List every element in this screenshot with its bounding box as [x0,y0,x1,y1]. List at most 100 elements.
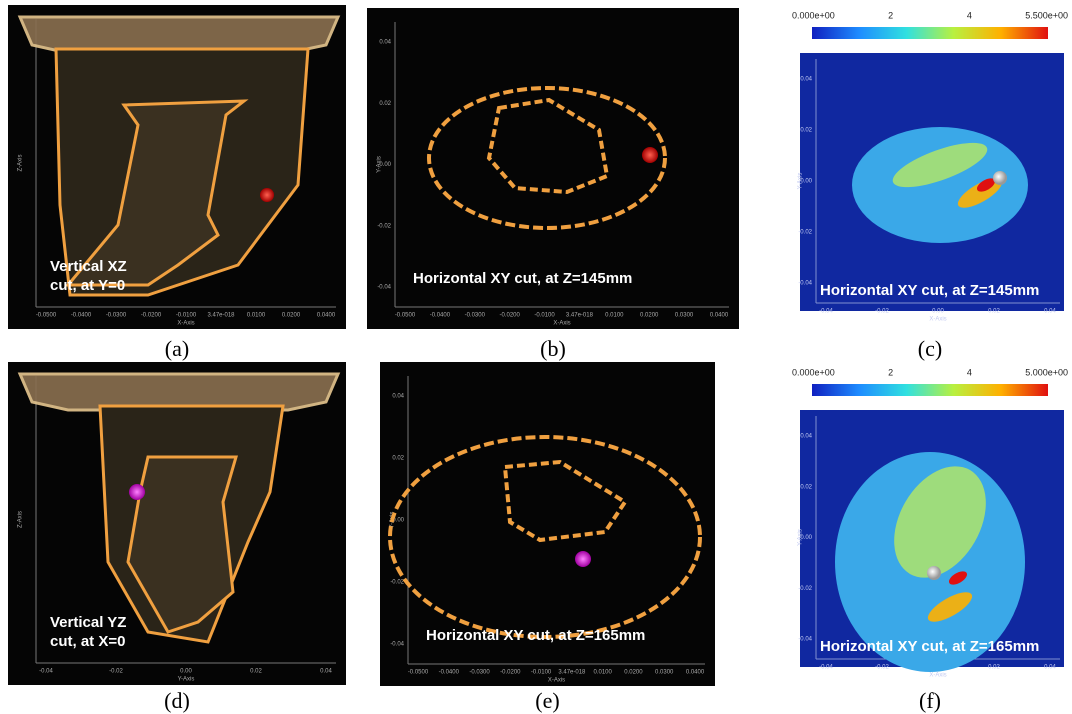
marker-sphere [993,171,1007,185]
x-tick-label: -0.0300 [465,313,486,319]
x-tick-label: 0.00 [180,669,192,675]
x-tick-label: -0.0300 [469,670,490,676]
overlay-label: Horizontal XY cut, at Z=145mm [820,282,1039,299]
panel-image: -0.0500 -0.0400 -0.0300 -0.0200 -0.0100 3.47e… [380,362,715,686]
y-tick-label: 0.04 [800,77,812,83]
y-tick-label: -0.04 [798,281,812,287]
x-tick-label: -0.0500 [395,313,416,319]
y-tick-label: 0.04 [800,434,812,440]
y-tick-label: 0.02 [800,484,812,490]
x-tick-label: -0.0100 [531,670,552,676]
x-tick-label: -0.04 [819,309,833,315]
colorbar-label: 2 [888,10,893,20]
caption: (a) [137,336,217,362]
x-tick-label: 3.47e-018 [566,313,594,319]
x-axis-title: X-Axis [177,321,194,327]
x-tick-label: 0.0300 [655,670,674,676]
y-tick-label: 0.04 [379,40,391,46]
y-tick-label: 0.02 [379,101,391,107]
x-tick-label: -0.0400 [430,313,451,319]
x-tick-label: -0.0100 [176,313,197,319]
x-tick-label: -0.0200 [500,670,521,676]
colorbar-label: 5.000e+00 [1025,367,1068,377]
y-tick-label: -0.04 [377,285,391,291]
y-tick-label: 0.02 [800,128,812,134]
x-tick-label: 0.02 [250,669,262,675]
colorbar-label: 0.000e+00 [792,10,835,20]
x-tick-label: -0.0100 [534,313,555,319]
y-axis-title: Y-Axis [377,156,383,173]
overlay-label: Horizontal XY cut, at Z=145mm [413,270,632,287]
panel-image: -0.0500 -0.0400 -0.0300 -0.0200 -0.0100 3.47e… [367,8,739,329]
y-tick-label: -0.04 [798,637,812,643]
x-tick-label: 0.0200 [282,313,301,319]
y-tick-label: -0.02 [798,586,812,592]
colorbar-label: 4 [967,367,972,377]
x-tick-label: 0.0200 [624,670,643,676]
overlay-label: cut, at Y=0 [50,277,125,294]
x-tick-label: 0.0400 [317,313,336,319]
x-tick-label: 0.0400 [710,313,729,319]
figure: -0.0500 -0.0400 -0.0300 -0.0200 -0.0100 3.47e… [0,0,1072,714]
caption: (b) [513,336,593,362]
x-tick-label: 3.47e-018 [207,313,235,319]
panel-image: -0.0500-0.0400-0.0300-0.0200-0.01003.47e… [8,5,346,329]
x-tick-label: -0.02 [875,309,889,315]
x-tick-label: -0.0400 [71,313,92,319]
x-tick-label: 0.04 [1044,309,1056,315]
x-axis-title: X-Axis [929,673,946,679]
x-tick-label: -0.0300 [106,313,127,319]
marker-sphere [575,551,591,567]
caption: (f) [890,688,970,714]
x-tick-label: 0.0100 [247,313,266,319]
caption: (c) [890,336,970,362]
x-tick-label: -0.0500 [36,313,57,319]
caption: (e) [508,688,588,714]
colorbar-label: 0.000e+00 [792,367,835,377]
x-tick-label: -0.0500 [408,670,429,676]
y-tick-label: -0.02 [377,223,391,229]
colorbar [812,27,1048,39]
x-tick-label: -0.04 [39,669,53,675]
colorbar-label: 5.500e+00 [1025,10,1068,20]
x-axis-title: X-Axis [553,321,570,327]
y-axis-title: Y-Axis [798,173,804,190]
overlay-label: Vertical YZ [50,614,126,631]
x-tick-label: 3.47e-018 [558,670,586,676]
x-tick-label: 0.0400 [686,670,705,676]
y-tick-label: 0.02 [392,456,404,462]
x-tick-label: 0.0100 [593,670,612,676]
y-axis-title: Z-Axis [18,155,24,172]
y-axis-title: Z-Axis [18,511,24,528]
y-tick-label: -0.02 [390,580,404,586]
heat-region [852,127,1028,243]
x-tick-label: 0.00 [932,309,944,315]
x-tick-label: 0.02 [988,665,1000,671]
y-tick-label: 0.04 [392,394,404,400]
panel-image: 0.000e+00245.000e+00-0.04-0.020.000.020.… [790,362,1070,685]
x-tick-label: -0.0400 [439,670,460,676]
overlay-label: Vertical XZ [50,258,127,275]
x-tick-label: 0.0200 [640,313,659,319]
overlay-label: Horizontal XY cut, at Z=165mm [820,638,1039,655]
x-axis-title: Y-Axis [178,677,195,683]
overlay-label: Horizontal XY cut, at Z=165mm [426,627,645,644]
marker-sphere [642,147,658,163]
x-tick-label: 0.0300 [675,313,694,319]
y-tick-label: -0.02 [798,230,812,236]
y-axis-title: Y-Axis [798,529,804,546]
x-axis-title: X-Axis [548,678,565,684]
x-tick-label: -0.02 [109,669,123,675]
marker-sphere [927,566,941,580]
colorbar [812,384,1048,396]
x-tick-label: -0.02 [875,665,889,671]
colorbar-label: 4 [967,10,972,20]
x-axis-title: X-Axis [929,317,946,323]
y-tick-label: -0.04 [390,642,404,648]
x-tick-label: 0.02 [988,309,1000,315]
x-tick-label: -0.0200 [499,313,520,319]
marker-sphere [129,484,145,500]
panel-image: 0.000e+00 2 4 5.500e+00 -0.04 -0.02 0.00 0.02 0.… [790,5,1070,329]
caption: (d) [137,688,217,714]
